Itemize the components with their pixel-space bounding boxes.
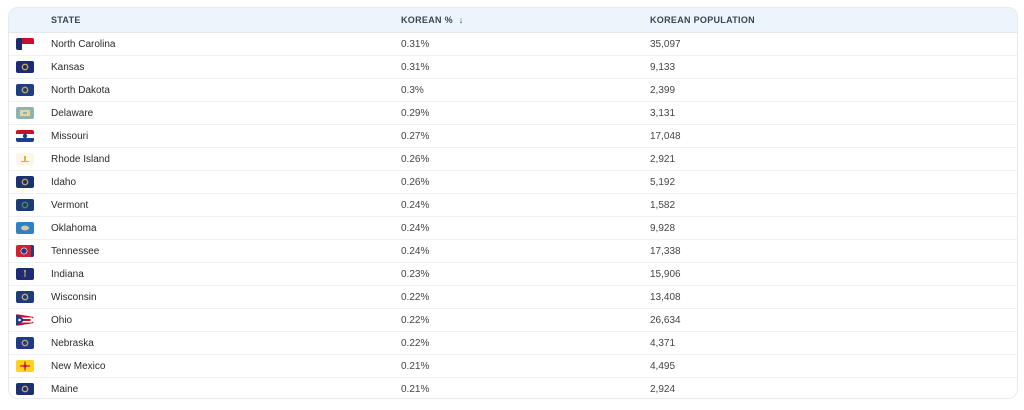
korean-population-value: 26,634 [650, 315, 681, 326]
korean-population-value: 35,097 [650, 39, 681, 50]
state-name: Delaware [51, 108, 94, 119]
north-carolina-flag-icon [16, 38, 34, 50]
table-row[interactable]: Missouri 0.27% 17,048 [9, 125, 1017, 148]
header-state[interactable]: STATE [51, 15, 81, 25]
state-name: Ohio [51, 315, 73, 326]
table-row[interactable]: North Carolina 0.31% 35,097 [9, 33, 1017, 56]
korean-pct-value: 0.29% [401, 108, 430, 119]
nebraska-flag-icon [16, 337, 34, 349]
table-row[interactable]: Kansas 0.31% 9,133 [9, 56, 1017, 79]
korean-population-value: 9,928 [650, 223, 676, 234]
state-name: North Dakota [51, 85, 110, 96]
table-body: North Carolina 0.31% 35,097 Kansas 0.31% 9,13… [9, 33, 1017, 398]
state-name: Wisconsin [51, 292, 97, 303]
korean-pct-value: 0.23% [401, 269, 430, 280]
table-row[interactable]: North Dakota 0.3% 2,399 [9, 79, 1017, 102]
table-row[interactable]: New Mexico 0.21% 4,495 [9, 355, 1017, 378]
korean-population-value: 2,921 [650, 154, 676, 165]
korean-population-value: 17,338 [650, 246, 681, 257]
state-name: Rhode Island [51, 154, 110, 165]
korean-population-value: 2,924 [650, 384, 676, 395]
state-name: Idaho [51, 177, 77, 188]
korean-pct-value: 0.27% [401, 131, 430, 142]
korean-pct-value: 0.24% [401, 246, 430, 257]
table-row[interactable]: Vermont 0.24% 1,582 [9, 194, 1017, 217]
korean-population-value: 2,399 [650, 85, 676, 96]
korean-population-value: 4,371 [650, 338, 676, 349]
korean-pct-value: 0.31% [401, 39, 430, 50]
table-row[interactable]: Maine 0.21% 2,924 [9, 378, 1017, 398]
korean-pct-value: 0.22% [401, 338, 430, 349]
korean-pct-value: 0.21% [401, 384, 430, 395]
ohio-flag-icon [16, 314, 34, 326]
vermont-flag-icon [16, 199, 34, 211]
korean-population-value: 4,495 [650, 361, 676, 372]
korean-pct-value: 0.24% [401, 200, 430, 211]
table-row[interactable]: Rhode Island 0.26% 2,921 [9, 148, 1017, 171]
state-name: Maine [51, 384, 79, 395]
korean-pct-value: 0.22% [401, 315, 430, 326]
tennessee-flag-icon [16, 245, 34, 257]
delaware-flag-icon [16, 107, 34, 119]
state-name: Nebraska [51, 338, 94, 349]
korean-population-table: STATE KOREAN % ↓ KOREAN POPULATION North… [8, 7, 1018, 399]
table-row[interactable]: Idaho 0.26% 5,192 [9, 171, 1017, 194]
table-row[interactable]: Indiana 0.23% 15,906 [9, 263, 1017, 286]
state-name: Kansas [51, 62, 85, 73]
table-header: STATE KOREAN % ↓ KOREAN POPULATION [9, 8, 1017, 33]
new-mexico-flag-icon [16, 360, 34, 372]
korean-pct-value: 0.26% [401, 154, 430, 165]
korean-pct-value: 0.22% [401, 292, 430, 303]
korean-pct-value: 0.31% [401, 62, 430, 73]
north-dakota-flag-icon [16, 84, 34, 96]
maine-flag-icon [16, 383, 34, 395]
korean-population-value: 9,133 [650, 62, 676, 73]
table-row[interactable]: Tennessee 0.24% 17,338 [9, 240, 1017, 263]
korean-population-value: 1,582 [650, 200, 676, 211]
state-name: North Carolina [51, 39, 116, 50]
state-name: Tennessee [51, 246, 100, 257]
state-name: Oklahoma [51, 223, 97, 234]
indiana-flag-icon [16, 268, 34, 280]
missouri-flag-icon [16, 130, 34, 142]
korean-pct-value: 0.24% [401, 223, 430, 234]
korean-pct-value: 0.3% [401, 85, 424, 96]
table-row[interactable]: Wisconsin 0.22% 13,408 [9, 286, 1017, 309]
oklahoma-flag-icon [16, 222, 34, 234]
korean-pct-value: 0.21% [401, 361, 430, 372]
idaho-flag-icon [16, 176, 34, 188]
state-name: Missouri [51, 131, 89, 142]
header-korean-population[interactable]: KOREAN POPULATION [650, 15, 755, 25]
state-name: Vermont [51, 200, 89, 211]
korean-population-value: 3,131 [650, 108, 676, 119]
table-row[interactable]: Ohio 0.22% 26,634 [9, 309, 1017, 332]
korean-population-value: 5,192 [650, 177, 676, 188]
rhode-island-flag-icon [16, 153, 34, 165]
korean-population-value: 17,048 [650, 131, 681, 142]
state-name: Indiana [51, 269, 84, 280]
korean-population-value: 15,906 [650, 269, 681, 280]
sort-desc-icon[interactable]: ↓ [458, 15, 464, 25]
korean-population-value: 13,408 [650, 292, 681, 303]
wisconsin-flag-icon [16, 291, 34, 303]
header-korean-pct-label: KOREAN % [401, 15, 453, 25]
state-name: New Mexico [51, 361, 106, 372]
kansas-flag-icon [16, 61, 34, 73]
korean-pct-value: 0.26% [401, 177, 430, 188]
table-row[interactable]: Nebraska 0.22% 4,371 [9, 332, 1017, 355]
table-row[interactable]: Delaware 0.29% 3,131 [9, 102, 1017, 125]
table-row[interactable]: Oklahoma 0.24% 9,928 [9, 217, 1017, 240]
header-korean-pct[interactable]: KOREAN % ↓ [401, 15, 464, 25]
